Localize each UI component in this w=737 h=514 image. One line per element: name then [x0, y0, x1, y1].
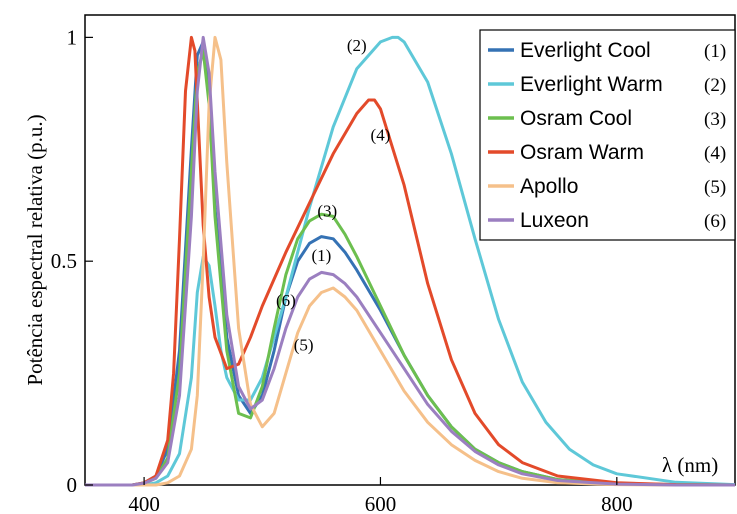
legend-entry-number: (4)	[704, 143, 726, 164]
legend-entry-name: Osram Warm	[520, 141, 644, 164]
x-tick-label: 400	[128, 492, 160, 514]
y-axis: 00.51	[51, 25, 93, 497]
x-axis: 400 600 800	[128, 477, 633, 514]
legend-entry-name: Apollo	[520, 175, 578, 198]
legend-box	[479, 29, 736, 241]
x-axis-label: λ (nm)	[662, 453, 718, 477]
legend-entry-name: Everlight Cool	[520, 39, 651, 62]
legend-entry-number: (3)	[704, 109, 726, 130]
curve-number-label: (3)	[317, 201, 337, 220]
x-tick-label: 600	[365, 492, 397, 514]
series-line-4	[85, 35, 736, 487]
y-tick-label: 0.5	[51, 249, 77, 273]
legend: Everlight Cool (1) Everlight Warm (2) Osram …	[479, 29, 736, 241]
legend-entry-name: Everlight Warm	[520, 73, 663, 96]
legend-entry-number: (2)	[704, 75, 726, 96]
curve-number-label: (6)	[276, 291, 296, 310]
series-group	[85, 35, 736, 487]
y-axis-label: Potência espectral relativa (p.u.)	[23, 114, 47, 385]
curve-labels: (2) (4) (3) (1) (6) (5)	[276, 36, 390, 355]
y-tick-label: 1	[67, 25, 78, 49]
curve-number-label: (2)	[347, 36, 367, 55]
curve-number-label: (1)	[311, 246, 331, 265]
legend-entry-number: (6)	[704, 211, 726, 232]
series-line-5	[85, 35, 735, 487]
legend-entry-name: Luxeon	[520, 209, 589, 232]
legend-entry-name: Osram Cool	[520, 107, 632, 130]
legend-entry-number: (1)	[704, 41, 726, 62]
plot-frame	[84, 14, 736, 486]
legend-entry-number: (5)	[704, 177, 726, 198]
series-line-6	[85, 35, 735, 487]
curve-number-label: (5)	[294, 336, 314, 355]
x-tick-label: 800	[601, 492, 633, 514]
series-line-2	[85, 35, 736, 487]
series-line-3	[85, 49, 736, 487]
y-tick-label: 0	[67, 473, 78, 497]
curve-number-label: (4)	[371, 125, 391, 144]
